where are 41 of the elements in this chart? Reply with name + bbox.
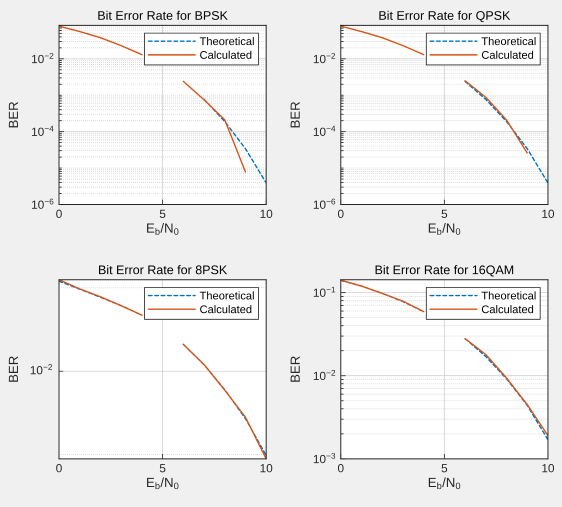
legend-label: Theoretical — [200, 291, 254, 300]
y-tick-label: 10$^{−1}$ — [314, 286, 336, 297]
legend-label: Theoretical — [482, 37, 536, 46]
chart-title: Bit Error Rate for 8PSK — [99, 265, 228, 274]
x-tick-label: 5 — [442, 464, 448, 472]
x-tick-label: 10 — [542, 210, 554, 218]
y-axis-title: BER — [290, 356, 300, 382]
y-tick-label: 10$^{−6}$ — [32, 198, 54, 209]
y-axis-title: BER — [8, 102, 18, 128]
x-axis-title: E$_{b}$/N$_{0}$ — [428, 223, 460, 235]
x-tick-label: 0 — [56, 464, 62, 472]
y-axis-title: BER — [290, 102, 300, 128]
legend-label: Calculated — [200, 305, 252, 314]
legend-label: Calculated — [482, 305, 534, 314]
y-tick-label: 10$^{−2}$ — [32, 52, 54, 64]
x-tick-label: 10 — [260, 210, 272, 218]
y-tick-label: 10$^{−6}$ — [314, 198, 336, 209]
y-tick-label: 10$^{−4}$ — [314, 126, 336, 136]
legend-label: Calculated — [200, 50, 252, 59]
x-tick-label: 5 — [160, 210, 166, 218]
chart-title: Bit Error Rate for BPSK — [98, 10, 228, 20]
x-tick-label: 5 — [442, 210, 448, 218]
x-tick-label: 0 — [338, 210, 344, 218]
legend-label: Theoretical — [482, 291, 536, 300]
y-tick-label: 10$^{−3}$ — [314, 452, 336, 464]
legend-label: Calculated — [482, 50, 534, 59]
chart-title: Bit Error Rate for QPSK — [379, 10, 510, 22]
x-tick-label: 0 — [338, 464, 344, 472]
x-axis-title: E$_{b}$/N$_{0}$ — [428, 477, 460, 490]
chart-title: Bit Error Rate for 16QAM — [376, 265, 514, 277]
y-tick-label: 10$^{−4}$ — [32, 126, 54, 136]
x-tick-label: 10 — [260, 464, 272, 472]
x-tick-label: 0 — [56, 210, 62, 218]
x-tick-label: 5 — [160, 464, 166, 472]
x-axis-title: E$_{b}$/N$_{0}$ — [147, 477, 178, 490]
y-axis-title: BER — [8, 356, 18, 382]
x-tick-label: 10 — [542, 464, 554, 472]
y-tick-label: 10$^{−2}$ — [314, 370, 336, 380]
y-tick-label: 10$^{−2}$ — [314, 52, 336, 64]
x-axis-title: E$_{b}$/N$_{0}$ — [147, 223, 178, 235]
legend-label: Theoretical — [200, 37, 254, 46]
